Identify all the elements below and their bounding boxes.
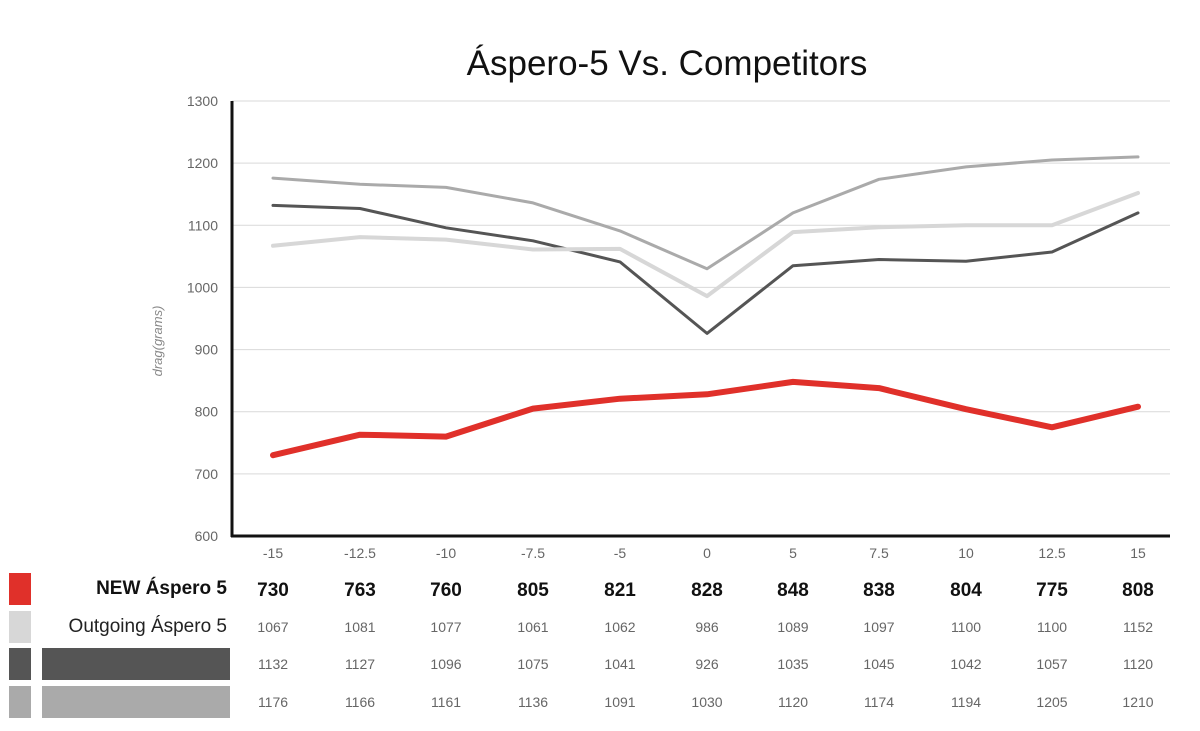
data-table-cell: 1100 xyxy=(1037,619,1067,635)
data-table-cell: 1176 xyxy=(258,694,288,710)
data-table-cell: 1096 xyxy=(430,656,461,672)
x-tick-label: 15 xyxy=(1130,545,1146,561)
x-tick-label: -5 xyxy=(614,545,627,561)
data-table-cell: 1061 xyxy=(517,619,548,635)
legend-swatch xyxy=(9,611,31,643)
legend-swatch xyxy=(9,573,31,605)
data-table-cell: 1120 xyxy=(1123,656,1153,672)
data-table-cell: 1136 xyxy=(518,694,548,710)
series-line-1 xyxy=(271,191,1140,299)
data-table-cell: 1132 xyxy=(258,656,288,672)
legend-label: NEW Áspero 5 xyxy=(96,578,227,599)
data-table-cell: 828 xyxy=(691,580,723,601)
legend-name-redacted-bar xyxy=(42,686,230,718)
data-table-cell: 1166 xyxy=(345,694,375,710)
x-tick-label: 5 xyxy=(789,545,797,561)
legend-swatch xyxy=(9,686,31,718)
data-table-cell: 1075 xyxy=(517,656,548,672)
x-tick-label: 10 xyxy=(958,545,974,561)
x-tick-label: 12.5 xyxy=(1038,545,1065,561)
data-table-cell: 1100 xyxy=(951,619,981,635)
data-table-cell: 1091 xyxy=(604,694,635,710)
data-table-cell: 808 xyxy=(1122,580,1154,601)
data-table-cell: 1127 xyxy=(345,656,375,672)
data-table-cell: 1077 xyxy=(430,619,461,635)
series-line-0 xyxy=(270,378,1141,459)
chart-title: Áspero-5 Vs. Competitors xyxy=(466,44,868,83)
y-tick-label: 1100 xyxy=(188,217,218,233)
data-table-cell: 775 xyxy=(1036,580,1068,601)
data-table-cell: 805 xyxy=(517,580,549,601)
data-table-cell: 1045 xyxy=(863,656,894,672)
data-table-cell: 1152 xyxy=(1123,619,1153,635)
data-table-cell: 1194 xyxy=(951,694,981,710)
y-tick-label: 900 xyxy=(195,342,219,358)
y-tick-label: 600 xyxy=(195,528,219,544)
x-tick-label: -12.5 xyxy=(344,545,376,561)
data-table-cell: 838 xyxy=(863,580,895,601)
y-tick-label: 1300 xyxy=(187,93,218,109)
y-axis-label: drag(grams) xyxy=(150,306,165,377)
data-table-cell: 1081 xyxy=(344,619,375,635)
data-table-cell: 848 xyxy=(777,580,809,601)
data-table-cell: 1041 xyxy=(604,656,635,672)
legend-swatch xyxy=(9,648,31,680)
series-line-3 xyxy=(271,155,1140,271)
data-table-cell: 986 xyxy=(695,619,719,635)
data-table-cell: 1042 xyxy=(950,656,981,672)
y-tick-label: 1000 xyxy=(187,279,218,295)
legend-label: Outgoing Áspero 5 xyxy=(68,616,227,637)
data-table-cell: 1210 xyxy=(1122,694,1153,710)
x-tick-label: 7.5 xyxy=(869,545,889,561)
data-table-cell: 1030 xyxy=(691,694,722,710)
data-table-cell: 821 xyxy=(604,580,636,601)
y-tick-label: 1200 xyxy=(187,155,218,171)
data-table-cell: 1057 xyxy=(1036,656,1067,672)
data-table-cell: 730 xyxy=(257,580,289,601)
data-table-cell: 1035 xyxy=(777,656,808,672)
x-tick-label: -7.5 xyxy=(521,545,545,561)
y-tick-label: 800 xyxy=(195,404,219,420)
x-tick-label: 0 xyxy=(703,545,711,561)
x-tick-label: -10 xyxy=(436,545,456,561)
data-table-cell: 804 xyxy=(950,580,982,601)
data-table-cell: 1089 xyxy=(777,619,808,635)
data-table-cell: 1067 xyxy=(257,619,288,635)
legend-name-redacted-bar xyxy=(42,648,230,680)
data-table-cell: 1174 xyxy=(864,694,894,710)
data-table-cell: 1120 xyxy=(778,694,808,710)
data-table-cell: 1161 xyxy=(431,694,461,710)
y-tick-label: 700 xyxy=(195,466,219,482)
data-table-cell: 1205 xyxy=(1036,694,1067,710)
x-tick-label: -15 xyxy=(263,545,283,561)
data-table-cell: 760 xyxy=(430,580,462,601)
data-table-cell: 1062 xyxy=(604,619,635,635)
series-line-2 xyxy=(271,203,1140,335)
data-table-cell: 926 xyxy=(695,656,719,672)
data-table-cell: 763 xyxy=(344,580,376,601)
data-table-cell: 1097 xyxy=(863,619,894,635)
